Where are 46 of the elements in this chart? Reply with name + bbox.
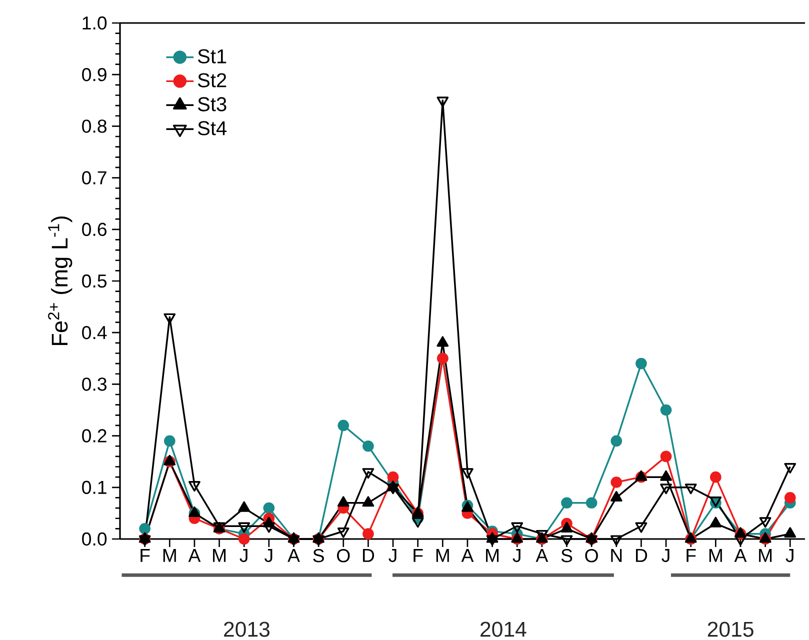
x-tick-label: N (611, 549, 622, 562)
y-tick-label: 0.6 (82, 222, 106, 236)
x-tick-label: A (188, 549, 201, 562)
x-tick-label: J (264, 549, 272, 562)
y-tick-label: 0.9 (82, 68, 106, 82)
x-tick-label: M (436, 549, 449, 562)
x-tick-label: D (362, 549, 374, 562)
x-tick-label: A (734, 549, 747, 562)
x-tick-label: J (662, 549, 670, 562)
x-tick-label: M (709, 549, 722, 562)
x-tick-label: J (786, 549, 794, 562)
y-tick-label: 1.0 (82, 16, 107, 30)
x-tick-label: S (313, 549, 324, 562)
y-tick-label: 0.1 (82, 480, 106, 494)
x-tick-label: O (585, 549, 598, 562)
text: 2013 (224, 622, 270, 637)
x-tick-label: M (213, 549, 226, 562)
x-tick-label: J (512, 549, 520, 562)
x-tick-label: A (536, 549, 548, 562)
y-tick-label: 0.0 (82, 532, 107, 546)
legend-label: St3 (198, 97, 226, 112)
legend-label: St4 (198, 121, 227, 136)
x-tick-label: A (461, 549, 474, 562)
x-tick-label: S (561, 549, 572, 562)
y-tick-label: 0.4 (82, 326, 107, 340)
x-tick-label: J (240, 549, 248, 562)
x-tick-label: F (414, 549, 423, 562)
text: 2015 (708, 622, 754, 637)
x-tick-label: F (686, 549, 696, 562)
legend-label: St2 (198, 73, 226, 88)
y-tick-label: 0.5 (82, 274, 107, 288)
text: 2014 (480, 622, 526, 637)
x-tick-label: J (388, 549, 396, 562)
x-tick-label: F (140, 549, 150, 562)
x-tick-label: O (336, 549, 350, 562)
x-tick-label: M (163, 549, 176, 562)
x-tick-label: A (288, 549, 300, 562)
y-tick-label: 0.7 (82, 171, 106, 184)
x-tick-label: D (636, 549, 648, 562)
y-axis-title: Fe$^{2+}$ (mg L$^{-1}$) (48, 216, 72, 346)
y-tick-label: 0.2 (82, 429, 106, 442)
legend-label: St1 (198, 49, 226, 64)
x-tick-label: M (486, 549, 499, 562)
y-tick-label: 0.3 (82, 378, 106, 391)
x-tick-label: M (759, 549, 772, 562)
y-tick-label: 0.8 (82, 120, 106, 133)
